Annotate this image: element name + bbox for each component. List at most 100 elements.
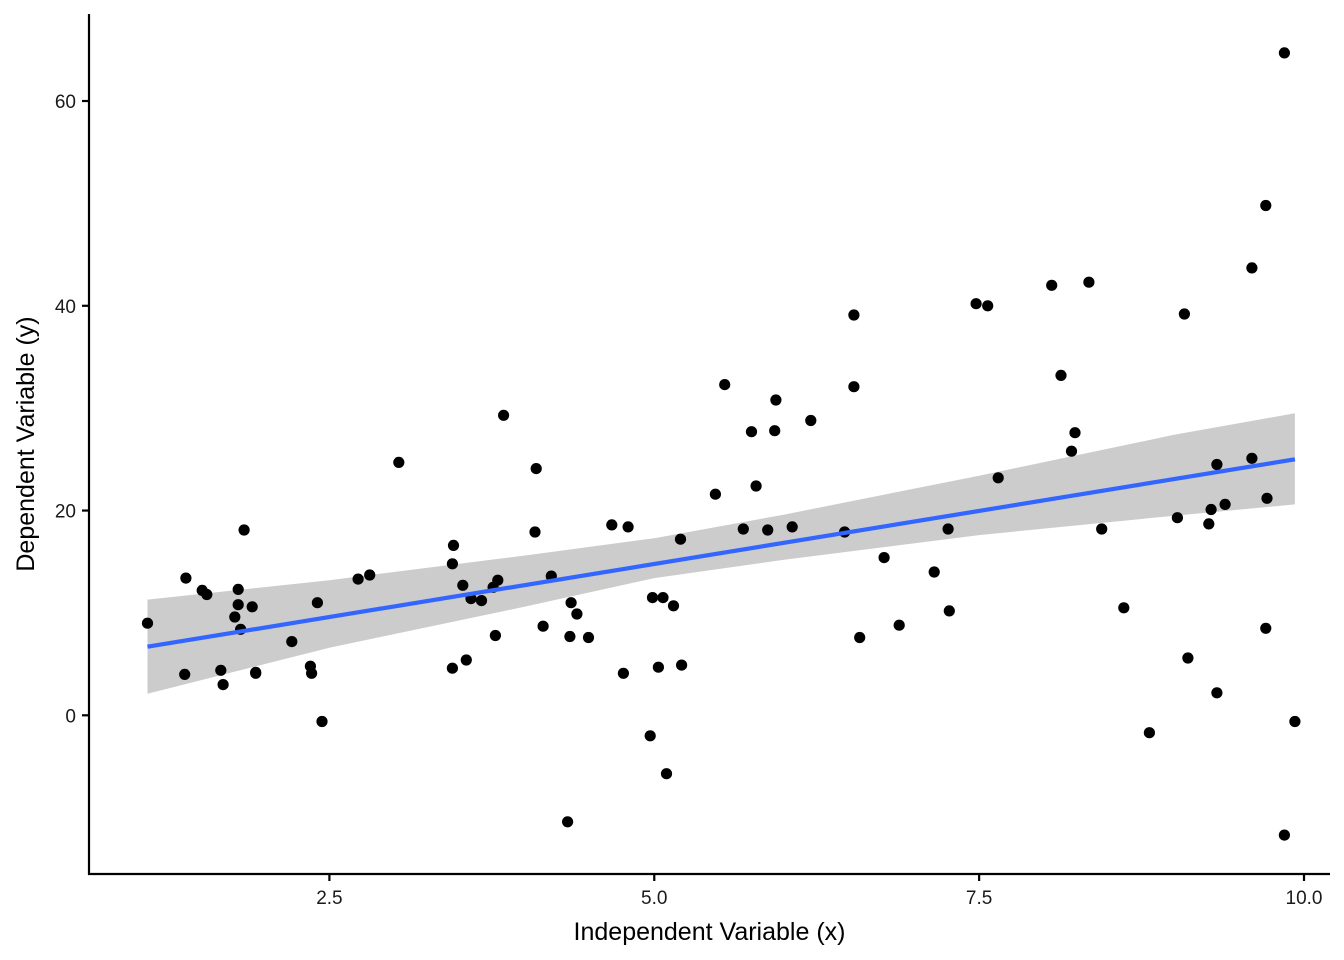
data-point: [676, 660, 687, 671]
fit-line: [147, 459, 1294, 646]
data-point: [894, 620, 905, 631]
data-point: [564, 631, 575, 642]
data-point: [562, 816, 573, 827]
data-point: [751, 480, 762, 491]
data-point: [929, 566, 940, 577]
data-point: [229, 611, 240, 622]
data-point: [848, 309, 859, 320]
data-point: [538, 621, 549, 632]
data-point: [1118, 602, 1129, 613]
data-point: [1211, 687, 1222, 698]
data-point: [770, 394, 781, 405]
data-point: [1182, 652, 1193, 663]
data-point: [1260, 200, 1271, 211]
fit-line-layer: [147, 459, 1294, 646]
data-point: [566, 597, 577, 608]
data-point: [657, 592, 668, 603]
data-point: [529, 526, 540, 537]
y-axis-title: Dependent Variable (y): [12, 316, 40, 571]
data-point: [316, 716, 327, 727]
x-tick-label: 5.0: [641, 888, 667, 909]
data-point: [1172, 512, 1183, 523]
data-point: [1279, 47, 1290, 58]
data-point: [448, 540, 459, 551]
data-point: [710, 489, 721, 500]
data-point: [498, 410, 509, 421]
data-point: [1179, 308, 1190, 319]
data-point: [762, 524, 773, 535]
data-point: [1246, 262, 1257, 273]
data-point: [1046, 280, 1057, 291]
data-point: [623, 521, 634, 532]
data-point: [364, 569, 375, 580]
data-point: [618, 668, 629, 679]
data-point: [247, 601, 258, 612]
data-point: [1083, 277, 1094, 288]
data-point: [645, 730, 656, 741]
data-point: [746, 426, 757, 437]
data-point: [982, 300, 993, 311]
data-point: [787, 521, 798, 532]
data-point: [218, 679, 229, 690]
data-point: [142, 618, 153, 629]
data-point: [993, 472, 1004, 483]
data-point: [879, 552, 890, 563]
data-point: [944, 605, 955, 616]
y-tick-label: 20: [55, 502, 76, 523]
data-point: [393, 457, 404, 468]
data-point: [447, 663, 458, 674]
data-point: [179, 669, 190, 680]
data-point: [606, 519, 617, 530]
data-point: [492, 575, 503, 586]
data-point: [1055, 370, 1066, 381]
data-point: [233, 584, 244, 595]
data-point: [805, 415, 816, 426]
data-point: [943, 523, 954, 534]
x-tick-label: 7.5: [966, 888, 992, 909]
data-point: [1220, 499, 1231, 510]
y-tick-label: 0: [65, 706, 76, 727]
data-point: [848, 381, 859, 392]
data-point: [353, 574, 364, 585]
data-point: [661, 768, 672, 779]
data-point: [647, 592, 658, 603]
data-point: [1069, 427, 1080, 438]
data-point: [971, 298, 982, 309]
x-tick-label: 10.0: [1286, 888, 1323, 909]
data-point: [1211, 459, 1222, 470]
x-tick-label: 2.5: [316, 888, 342, 909]
x-axis-title: Independent Variable (x): [574, 918, 846, 946]
y-tick-label: 60: [55, 92, 76, 113]
data-point: [571, 608, 582, 619]
data-point: [738, 523, 749, 534]
data-point: [675, 534, 686, 545]
data-point: [447, 558, 458, 569]
data-point: [1203, 518, 1214, 529]
data-point: [312, 597, 323, 608]
data-point: [1261, 493, 1272, 504]
data-point: [719, 379, 730, 390]
data-point: [180, 573, 191, 584]
data-point: [1260, 623, 1271, 634]
data-point: [490, 630, 501, 641]
data-point: [286, 636, 297, 647]
data-point: [1144, 727, 1155, 738]
data-point: [1279, 830, 1290, 841]
data-point: [215, 665, 226, 676]
data-point: [1246, 453, 1257, 464]
data-point: [854, 632, 865, 643]
data-point: [1066, 446, 1077, 457]
data-point: [769, 425, 780, 436]
data-point: [461, 654, 472, 665]
data-point: [250, 668, 261, 679]
data-point: [306, 668, 317, 679]
points-layer: [142, 47, 1301, 840]
data-point: [583, 632, 594, 643]
data-point: [457, 580, 468, 591]
y-tick-label: 40: [55, 297, 76, 318]
data-point: [1289, 716, 1300, 727]
data-point: [201, 589, 212, 600]
data-point: [1096, 523, 1107, 534]
data-point: [653, 662, 664, 673]
